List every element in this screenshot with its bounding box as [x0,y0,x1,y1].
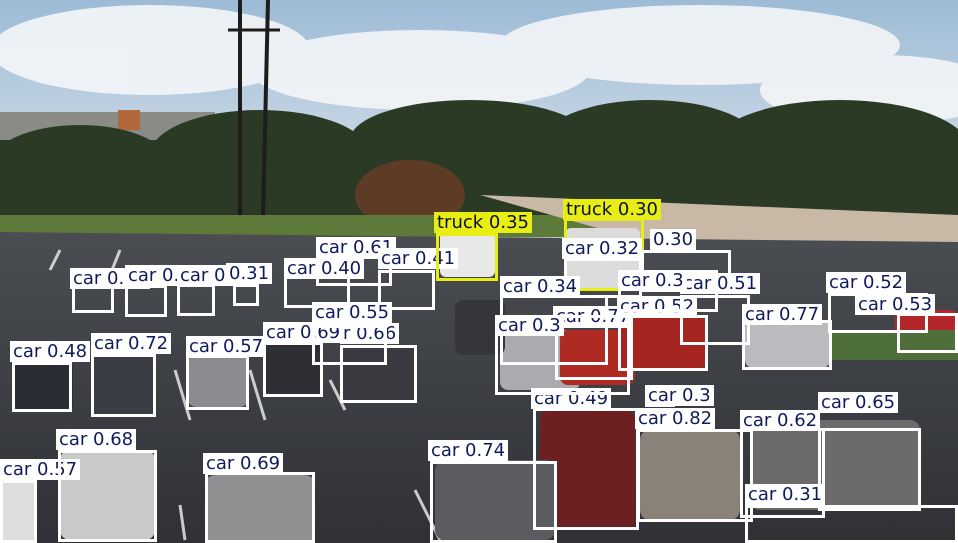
car-detection-label: car 0.65 [818,392,899,413]
car-detection-label: car 0.69 [203,453,284,474]
car-detection-label: car 0.53 [855,294,936,315]
car-detection-label: car 0.3 [618,270,687,291]
truck-detection-box [436,233,498,281]
car-detection-label: 0.30 [650,229,697,250]
car-detection-box [742,320,832,370]
car-detection-box [0,480,37,543]
truck-detection-label: truck 0.30 [563,199,661,220]
car-detection-box [263,342,323,397]
car-detection-box [177,284,215,316]
car-detection-box [430,461,557,543]
car-detection-label: car 0.48 [10,341,91,362]
car-detection-label: car 0.52 [826,272,907,293]
car-detection-label: car 0.3 [495,315,564,336]
car-detection-box [637,429,753,522]
car-detection-box [12,362,72,412]
car-detection-label: car 0.62 [740,410,821,431]
car-detection-label: car 0.32 [562,238,643,259]
car-detection-label: car 0.34 [500,276,581,297]
car-detection-box [378,270,435,310]
car-detection-label: car 0.55 [312,302,393,323]
car-detection-label: car 0.40 [284,258,365,279]
car-detection-label: car 0.51 [680,273,761,294]
car-detection-box [91,354,156,417]
car-detection-label: car 0.3 [645,385,714,406]
clouds [0,5,958,125]
car-detection-label: car 0.77 [742,304,823,325]
car-detection-box [205,472,315,543]
car-detection-label: car 0.72 [91,333,172,354]
car-detection-label: car 0.68 [56,429,137,450]
car-detection-box [233,284,259,306]
car-detection-label: car 0.74 [428,440,509,461]
car-detection-label: car 0.57 [186,336,267,357]
car-detection-label: car 0.61 [316,237,397,258]
truck-detection-label: truck 0.35 [434,212,532,233]
car-detection-box [312,325,387,365]
car-detection-box [58,450,157,542]
car-detection-box [818,428,921,511]
car-detection-box [125,285,167,317]
car-detection-label: car 0.82 [635,408,716,429]
car-detection-box [533,408,639,530]
car-detection-box [897,313,958,353]
car-detection-box [745,505,958,543]
car-detection-box [340,345,417,403]
car-detection-box [186,355,249,410]
car-detection-box [72,286,114,313]
car-detection-label: 0.31 [226,263,273,284]
car-detection-label: car 0.31 [745,484,826,505]
